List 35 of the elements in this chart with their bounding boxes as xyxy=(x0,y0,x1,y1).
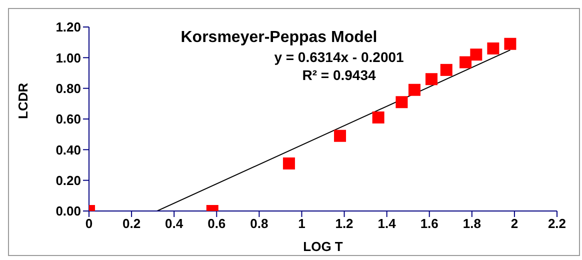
point xyxy=(282,157,295,170)
y-axis-title: LCDR xyxy=(16,82,31,119)
y-tick-label: 1.20 xyxy=(56,20,81,35)
y-tick-label: 0.20 xyxy=(56,172,81,188)
annotation: y = 0.6314x - 0.2001 xyxy=(273,49,405,65)
x-tick-label: 2.2 xyxy=(548,216,566,232)
point xyxy=(460,56,472,68)
x-axis-title: LOG T xyxy=(303,239,343,254)
point xyxy=(440,64,452,76)
x-tick-label: 1.6 xyxy=(420,216,438,232)
point xyxy=(408,84,420,96)
point xyxy=(504,38,516,50)
point xyxy=(425,73,438,86)
y-tick-label: 1.00 xyxy=(56,50,81,66)
point xyxy=(372,111,384,124)
x-tick-label: 1.8 xyxy=(462,216,481,232)
x-tick-label: 0.4 xyxy=(165,216,184,232)
x-tick-label: 0 xyxy=(85,216,93,232)
y-tick-label: 0.00 xyxy=(56,204,81,219)
x-tick-label: 1.4 xyxy=(378,216,397,232)
x-tick-label: 0.6 xyxy=(208,216,226,232)
x-tick-label: 0.8 xyxy=(250,216,268,232)
x-tick-label: 0.2 xyxy=(122,216,141,232)
point xyxy=(396,96,408,108)
point xyxy=(487,42,500,54)
y-tick-label: 0.40 xyxy=(56,142,81,158)
y-tick-label: 0.80 xyxy=(56,80,81,96)
x-tick-label: 1.2 xyxy=(335,216,354,232)
point xyxy=(470,48,482,61)
x-tick-label: 2 xyxy=(510,216,518,232)
chart-title: Korsmeyer-Peppas Model xyxy=(180,29,378,47)
annotation: R² = 0.9434 xyxy=(301,67,377,83)
x-tick-label: 1 xyxy=(298,216,306,232)
point xyxy=(334,130,346,142)
y-tick-label: 0.60 xyxy=(56,112,81,127)
